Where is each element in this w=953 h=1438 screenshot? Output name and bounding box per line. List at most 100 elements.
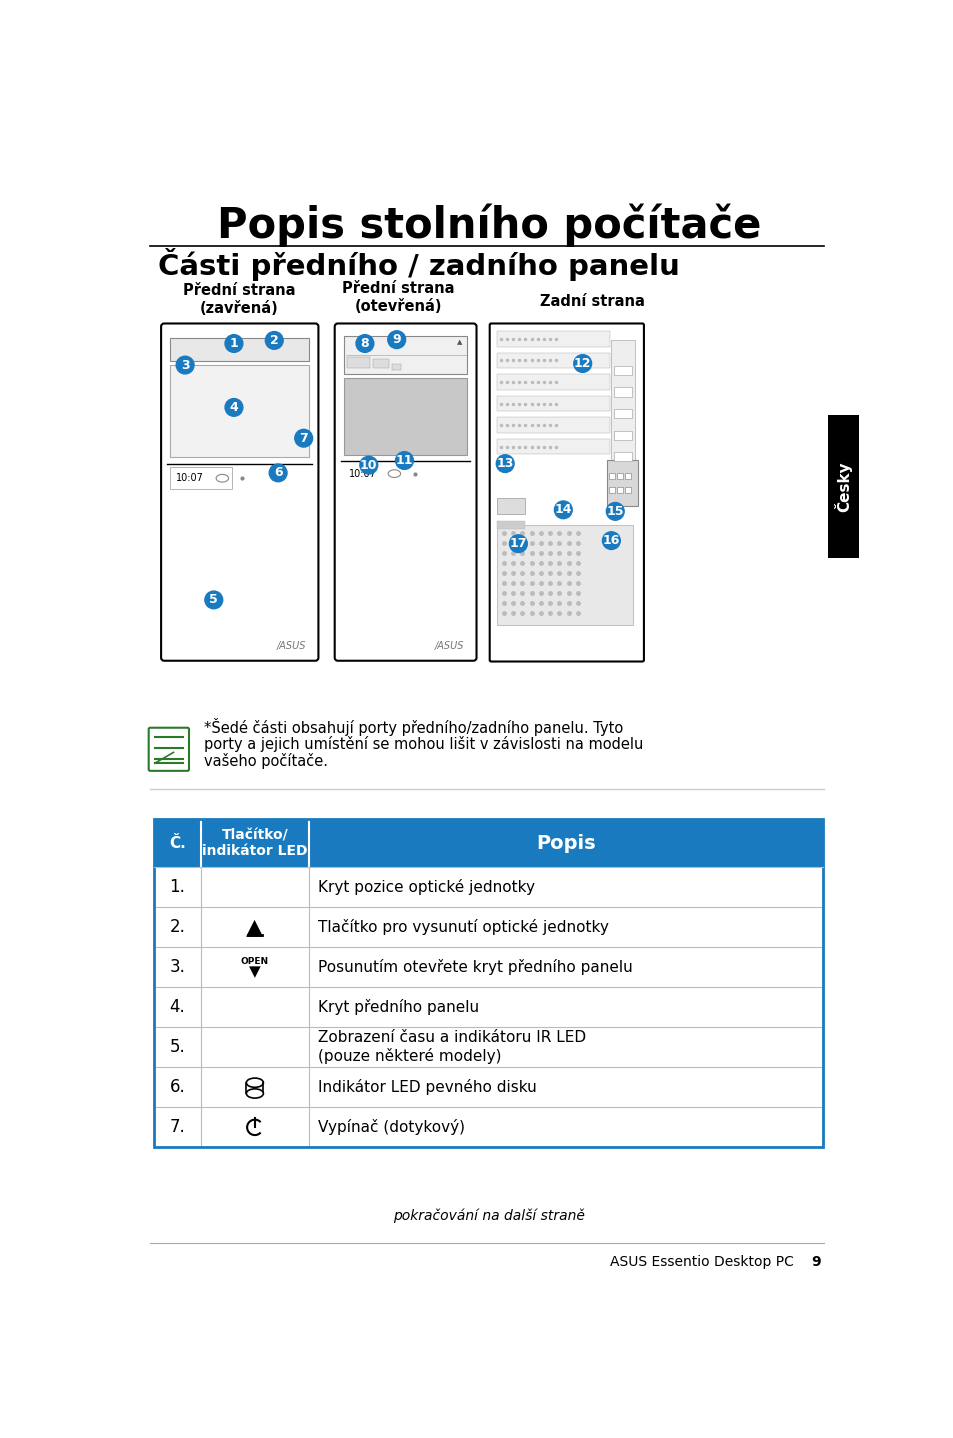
Bar (392, 364, 401, 370)
Text: Posunutím otevřete kryt předního panelu: Posunutím otevřete kryt předního panelu (318, 959, 633, 975)
Bar (347, 358, 370, 368)
Text: 10:07: 10:07 (348, 469, 376, 479)
Bar (497, 525, 633, 626)
Bar (497, 499, 524, 513)
Bar (154, 1107, 822, 1148)
Circle shape (225, 398, 243, 416)
Bar (607, 460, 638, 506)
Text: ▲: ▲ (456, 339, 461, 345)
Bar (617, 486, 622, 493)
Bar (608, 486, 615, 493)
Bar (171, 467, 233, 489)
Bar (344, 336, 467, 374)
Text: 4: 4 (230, 401, 238, 414)
Bar (171, 365, 309, 457)
Text: *Šedé části obsahují porty předního/zadního panelu. Tyto: *Šedé části obsahují porty předního/zadn… (204, 718, 623, 736)
Text: 5: 5 (210, 594, 218, 607)
Text: Č.: Č. (169, 835, 186, 851)
Text: 6: 6 (274, 466, 282, 479)
Text: 10:07: 10:07 (175, 473, 204, 483)
FancyBboxPatch shape (149, 728, 189, 771)
Circle shape (496, 454, 514, 473)
Text: 14: 14 (554, 503, 572, 516)
Bar (497, 395, 609, 411)
Circle shape (269, 464, 287, 482)
Bar (344, 378, 467, 456)
Circle shape (265, 332, 283, 349)
Text: Kryt pozice optické jednotky: Kryt pozice optické jednotky (318, 879, 535, 894)
Bar (154, 907, 822, 948)
Circle shape (176, 357, 193, 374)
Text: pokračování na další straně: pokračování na další straně (393, 1209, 584, 1224)
Text: 6.: 6. (170, 1078, 185, 1096)
Bar (154, 948, 822, 988)
Bar (171, 338, 309, 361)
Circle shape (294, 430, 313, 447)
Bar (613, 408, 632, 418)
Bar (608, 473, 615, 479)
Bar (617, 473, 622, 479)
Text: vašeho počítače.: vašeho počítače. (204, 754, 328, 769)
Text: 12: 12 (574, 357, 591, 370)
Ellipse shape (388, 470, 400, 477)
Bar (497, 522, 524, 529)
Bar (624, 473, 630, 479)
Text: 3.: 3. (170, 958, 185, 976)
Text: ▼: ▼ (249, 965, 260, 979)
Bar (154, 988, 822, 1027)
Circle shape (554, 500, 572, 519)
Text: 9: 9 (392, 334, 400, 347)
Circle shape (225, 335, 243, 352)
Ellipse shape (216, 475, 229, 482)
Bar (154, 820, 822, 867)
Ellipse shape (246, 1089, 263, 1099)
Bar (613, 387, 632, 397)
Bar (613, 452, 632, 462)
Text: ▲: ▲ (246, 917, 263, 938)
Circle shape (606, 502, 623, 521)
Text: 13: 13 (496, 457, 514, 470)
Text: Vypínač (dotykový): Vypínač (dotykový) (318, 1119, 465, 1136)
Text: 17: 17 (509, 538, 527, 551)
Circle shape (355, 335, 374, 352)
Bar (827, 416, 858, 558)
Bar (497, 374, 609, 390)
Bar (154, 867, 822, 907)
Bar (154, 1027, 822, 1067)
Circle shape (205, 591, 222, 608)
Text: 8: 8 (360, 336, 369, 349)
FancyBboxPatch shape (335, 324, 476, 660)
Text: 9: 9 (810, 1255, 820, 1270)
Text: /ASUS: /ASUS (435, 641, 464, 651)
Bar (373, 360, 389, 368)
Bar (497, 417, 609, 433)
Bar (154, 820, 822, 1148)
Text: Indikátor LED pevného disku: Indikátor LED pevného disku (318, 1080, 537, 1096)
Text: 1: 1 (230, 336, 238, 349)
Bar (613, 365, 632, 375)
Text: Popis stolního počítače: Popis stolního počítače (216, 203, 760, 247)
Text: Přední strana
(zavřená): Přední strana (zavřená) (183, 283, 295, 316)
Circle shape (509, 535, 527, 552)
Text: /ASUS: /ASUS (276, 641, 306, 651)
Circle shape (395, 452, 413, 469)
Text: 7: 7 (299, 431, 308, 444)
Bar (497, 439, 609, 454)
Text: 3: 3 (181, 358, 190, 371)
Text: Tlačítko/
indikátor LED: Tlačítko/ indikátor LED (202, 828, 307, 858)
Text: 7.: 7. (170, 1119, 185, 1136)
Text: Přední strana
(otevřená): Přední strana (otevřená) (341, 280, 454, 313)
Text: 10: 10 (359, 459, 377, 472)
Text: 2: 2 (270, 334, 278, 347)
Text: Tlačítko pro vysunutí optické jednotky: Tlačítko pro vysunutí optické jednotky (318, 919, 609, 935)
Bar (497, 331, 609, 347)
Text: 1.: 1. (170, 879, 185, 896)
Bar (497, 352, 609, 368)
Circle shape (602, 532, 619, 549)
Text: Zadní strana: Zadní strana (539, 295, 644, 309)
Text: 15: 15 (606, 505, 623, 518)
Text: OPEN: OPEN (240, 958, 269, 966)
Text: porty a jejich umístění se mohou lišit v závislosti na modelu: porty a jejich umístění se mohou lišit v… (204, 736, 643, 752)
Text: 16: 16 (602, 533, 619, 546)
Circle shape (573, 355, 591, 372)
